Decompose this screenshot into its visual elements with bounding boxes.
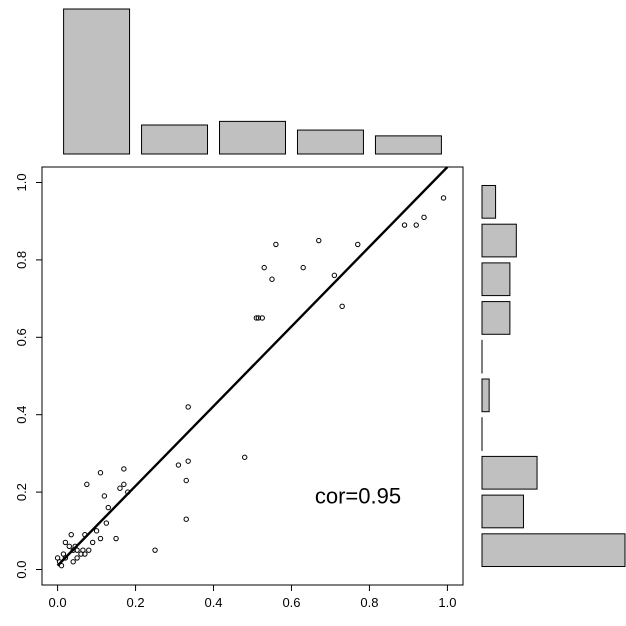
scatter-point [261,264,267,271]
scatter-point [185,458,191,464]
y-tick-label: 0.4 [14,406,29,424]
scatter-point [101,493,108,499]
x-tick-label: 0.8 [360,595,378,610]
scatter-point [183,477,189,484]
y-tick-label: 0.0 [14,560,29,578]
correlation-annotation: cor=0.95 [315,484,401,509]
scatter-point [339,303,345,310]
scatter-plot: 0.0 0.2 0.4 0.6 0.8 1.0 0.0 0.2 0.4 0.6 0.8 1.0 co… [14,166,464,610]
right-hist-bar [481,533,626,568]
scatter-point [84,481,90,488]
scatter-point [97,470,104,476]
scatter-point [242,454,248,460]
top-hist-bar [374,135,442,155]
scatter-point [97,535,104,542]
right-histogram [481,184,626,568]
right-hist-bar [481,262,511,297]
scatter-point [70,559,76,565]
plot-frame [41,166,464,586]
fit-line [56,166,449,567]
scatter-point [421,214,427,221]
scatter-point [121,481,127,488]
scatter-point [273,241,279,248]
scatter-point [74,555,80,561]
scatter-point [58,562,65,569]
y-axis: 0.0 0.2 0.4 0.6 0.8 1.0 [14,173,42,579]
y-tick-label: 0.2 [14,483,29,501]
scatter-point [255,315,262,321]
top-hist-bar [63,8,131,155]
x-tick-label: 0.6 [282,595,300,610]
x-tick-label: 0.0 [49,595,67,610]
scatter-point [86,547,92,553]
scatter-point [113,535,119,542]
scatter-point [253,315,260,321]
right-hist-bar [481,494,524,529]
y-tick-label: 0.6 [14,328,29,346]
top-histogram [63,8,442,155]
top-hist-bar [219,120,286,155]
scatter-point [62,555,69,561]
top-hist-bar [141,124,209,155]
scatter-point [89,539,96,546]
scatter-point [105,504,111,511]
x-tick-label: 0.4 [204,595,222,610]
right-hist-bar [481,455,538,490]
scatter-point [66,543,72,549]
scatter-point [269,276,275,282]
right-hist-bar [481,223,517,258]
scatter-point [413,222,419,228]
scatter-point [103,520,110,526]
scatter-point [331,272,338,279]
x-tick-label: 0.2 [127,595,145,610]
scatter-point [355,241,361,248]
scatter-point [93,528,100,534]
right-hist-bar [481,301,511,335]
scatter-point [440,195,447,201]
scatter-point [401,222,408,228]
scatter-point [68,531,74,538]
scatter-point [183,516,189,522]
right-hist-bar [481,378,490,413]
x-tick-label: 1.0 [438,595,456,610]
scatter-point [152,547,158,553]
scatter-point [82,551,88,557]
scatter-point [185,404,191,410]
scatter-point [62,539,69,546]
scatter-point [74,547,80,553]
y-tick-label: 1.0 [14,173,29,191]
scatter-point [117,485,123,491]
y-tick-label: 0.8 [14,251,29,269]
scatter-point [316,237,322,244]
top-hist-bar [296,129,364,155]
scatter-point [300,264,306,271]
x-axis: 0.0 0.2 0.4 0.6 0.8 1.0 [49,585,456,610]
scatter-points [54,195,447,569]
right-hist-bar [481,184,497,219]
scatter-point [175,462,182,468]
scatter-point [121,466,127,472]
scatter-point [259,315,265,321]
